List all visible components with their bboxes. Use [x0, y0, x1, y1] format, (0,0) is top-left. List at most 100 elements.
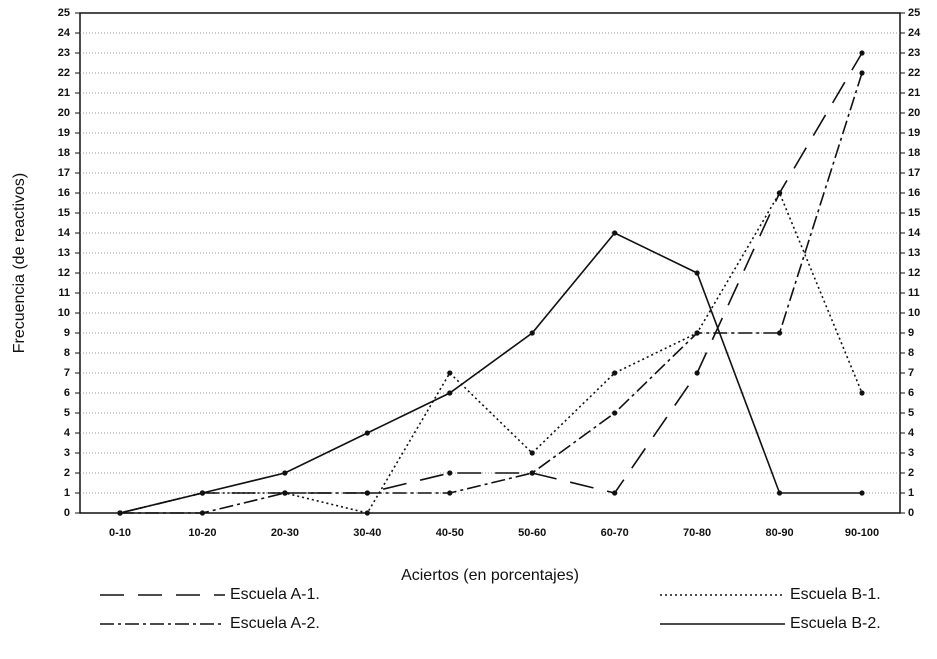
- data-point: [529, 470, 535, 476]
- y2-tick-label: 14: [908, 227, 921, 239]
- y-axis-label: Frecuencia (de reactivos): [11, 173, 28, 354]
- y-tick-label: 23: [58, 47, 70, 59]
- y2-tick-label: 18: [908, 147, 920, 159]
- y-tick-label: 16: [58, 187, 70, 199]
- data-point: [199, 510, 206, 516]
- legend-label: Escuela B-1.: [790, 586, 881, 603]
- data-point: [199, 490, 206, 496]
- x-tick-label: 80-90: [765, 527, 793, 539]
- legend-label: Escuela A-2.: [230, 615, 320, 632]
- y-tick-label: 17: [58, 167, 70, 179]
- data-point: [364, 510, 370, 516]
- y2-tick-label: 11: [908, 287, 920, 299]
- y-tick-label: 15: [58, 207, 70, 219]
- x-tick-label: 40-50: [436, 527, 464, 539]
- y-tick-label: 9: [64, 327, 70, 339]
- y-tick-label: 7: [64, 367, 70, 379]
- x-tick-label: 0-10: [109, 527, 131, 539]
- y-tick-label: 2: [64, 467, 70, 479]
- x-tick-label: 10-20: [188, 527, 216, 539]
- y-tick-label: 3: [64, 447, 70, 459]
- y-tick-label: 10: [58, 307, 70, 319]
- y-tick-label: 19: [58, 127, 70, 139]
- y-tick-label: 12: [58, 267, 70, 279]
- data-point: [529, 450, 535, 456]
- series-line: [119, 232, 862, 514]
- x-tick-label: 60-70: [601, 527, 629, 539]
- data-point: [612, 490, 618, 496]
- y2-tick-label: 10: [908, 307, 920, 319]
- data-point: [694, 330, 700, 336]
- y2-tick-label: 22: [908, 67, 920, 79]
- y2-tick-label: 2: [908, 467, 914, 479]
- y2-tick-label: 12: [908, 267, 920, 279]
- y2-tick-label: 4: [908, 427, 915, 439]
- data-point: [282, 490, 288, 496]
- data-point: [694, 270, 700, 276]
- y2-tick-label: 7: [908, 367, 914, 379]
- x-tick-label: 30-40: [353, 527, 381, 539]
- y2-tick-label: 1: [908, 487, 914, 499]
- data-point: [859, 50, 865, 56]
- data-point: [859, 490, 865, 496]
- data-point: [447, 490, 453, 496]
- legend-label: Escuela B-2.: [790, 615, 881, 632]
- y-tick-label: 14: [58, 227, 71, 239]
- data-point: [859, 70, 865, 76]
- data-point: [776, 190, 783, 196]
- y-tick-label: 25: [58, 7, 70, 19]
- x-tick-label: 20-30: [271, 527, 299, 539]
- y2-tick-label: 16: [908, 187, 920, 199]
- y2-tick-label: 9: [908, 327, 914, 339]
- y-tick-label: 0: [64, 507, 70, 519]
- data-point: [447, 470, 453, 476]
- data-point: [364, 490, 370, 496]
- y-tick-label: 21: [58, 87, 70, 99]
- data-point: [529, 330, 535, 336]
- y2-tick-label: 24: [908, 27, 921, 39]
- data-point: [612, 230, 618, 236]
- y-tick-label: 20: [58, 107, 70, 119]
- legend-label: Escuela A-1.: [230, 586, 320, 603]
- data-point: [447, 370, 453, 376]
- x-tick-label: 50-60: [518, 527, 546, 539]
- data-point: [364, 430, 370, 436]
- y-tick-label: 13: [58, 247, 70, 259]
- data-point: [612, 410, 618, 416]
- data-point: [282, 470, 288, 476]
- y2-tick-label: 6: [908, 387, 914, 399]
- data-point: [694, 370, 700, 376]
- x-axis-label: Aciertos (en porcentajes): [401, 567, 579, 584]
- series-line: [120, 72, 863, 514]
- y-tick-label: 8: [64, 347, 70, 359]
- data-point: [612, 370, 618, 376]
- y2-tick-label: 5: [908, 407, 914, 419]
- data-point: [776, 330, 783, 336]
- y2-tick-label: 19: [908, 127, 920, 139]
- y-tick-label: 5: [64, 407, 70, 419]
- y-tick-label: 18: [58, 147, 70, 159]
- data-point: [776, 490, 783, 496]
- y-tick-label: 11: [58, 287, 70, 299]
- series-line: [119, 52, 863, 514]
- x-tick-label: 70-80: [683, 527, 711, 539]
- x-tick-label: 90-100: [845, 527, 879, 539]
- y2-tick-label: 20: [908, 107, 920, 119]
- y2-tick-label: 15: [908, 207, 920, 219]
- y2-tick-label: 13: [908, 247, 920, 259]
- series-line: [119, 191, 863, 514]
- data-point: [859, 390, 865, 396]
- y2-tick-label: 3: [908, 447, 914, 459]
- y2-tick-label: 23: [908, 47, 920, 59]
- y-tick-label: 1: [64, 487, 70, 499]
- data-point: [447, 390, 453, 396]
- y2-tick-label: 17: [908, 167, 920, 179]
- y-tick-label: 6: [64, 387, 70, 399]
- y-tick-label: 4: [64, 427, 71, 439]
- y2-tick-label: 25: [908, 7, 920, 19]
- y2-tick-label: 21: [908, 87, 920, 99]
- y2-tick-label: 0: [908, 507, 914, 519]
- data-point: [117, 510, 123, 516]
- y2-tick-label: 8: [908, 347, 914, 359]
